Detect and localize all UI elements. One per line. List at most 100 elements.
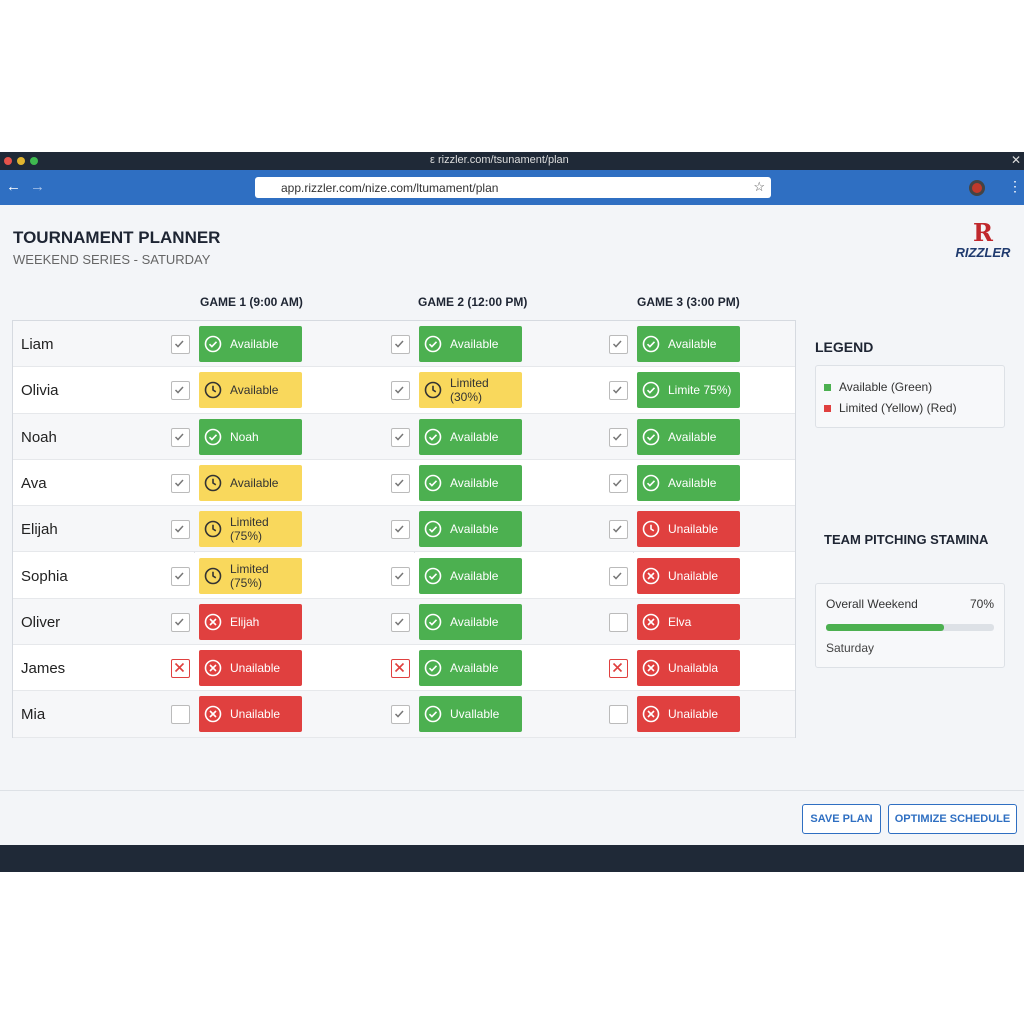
status-badge: Unailabla xyxy=(637,650,740,687)
status-badge: Available xyxy=(419,418,522,455)
status-badge: Available xyxy=(419,326,522,362)
checkbox[interactable] xyxy=(391,335,410,354)
checkbox[interactable] xyxy=(609,473,628,493)
status-label: Noah xyxy=(230,429,259,444)
checkbox[interactable] xyxy=(609,659,628,679)
status-label: Available xyxy=(230,337,279,351)
forward[interactable]: → xyxy=(30,178,45,195)
checkbox[interactable] xyxy=(171,427,190,447)
status-label: Available xyxy=(668,429,717,444)
checkbox[interactable] xyxy=(171,335,190,354)
status-badge: Limite 75%) xyxy=(637,372,740,409)
status-badge: Available xyxy=(637,326,740,362)
stamina-title: TEAM PITCHING STAMINA xyxy=(824,532,989,547)
profile[interactable] xyxy=(969,180,985,196)
back[interactable]: ← xyxy=(6,178,21,195)
player-name: Sophia xyxy=(21,567,68,585)
status-badge: Unailable xyxy=(199,696,302,733)
status-label: Available xyxy=(668,337,717,351)
status-badge: Available xyxy=(637,418,740,455)
status-badge: Uvallable xyxy=(419,696,522,733)
legend-item: Available (Green) xyxy=(824,380,932,394)
stamina-card: Overall Weekend 70% Saturday xyxy=(815,583,1005,668)
checkbox[interactable] xyxy=(391,659,410,679)
status-badge: Unailable xyxy=(637,696,740,733)
legend-swatch xyxy=(824,404,831,412)
checkbox[interactable] xyxy=(391,612,410,632)
status-badge: Limited (75%) xyxy=(199,511,302,548)
table-row: Olivia Available Limited (30%) Limite 75%) xyxy=(13,367,795,414)
checkbox[interactable] xyxy=(391,520,410,540)
table-row: James Unailable Available Unailabla xyxy=(13,645,795,692)
close[interactable]: ✕ xyxy=(1011,153,1022,167)
table-row: Sophia Limited (75%) Available Unailable xyxy=(13,552,795,599)
save-button[interactable]: SAVE PLAN xyxy=(802,804,881,834)
table-row: Mia Unailable Uvallable Unailable xyxy=(13,691,795,738)
status-label: Available xyxy=(450,614,499,629)
status-badge: Available xyxy=(419,511,522,548)
checkbox[interactable] xyxy=(391,473,410,493)
status-label: Limited (30%) xyxy=(450,376,489,405)
table-row: Liam Available Available Available xyxy=(13,321,795,368)
status-label: Available xyxy=(668,475,717,490)
browser-titlebar: ε rizzler.com/tsunament/plan ✕ xyxy=(0,152,1024,170)
checkbox[interactable] xyxy=(609,612,628,632)
status-badge: Elijah xyxy=(199,603,302,640)
checkbox[interactable] xyxy=(609,381,628,401)
checkbox[interactable] xyxy=(609,705,628,725)
status-label: Unailable xyxy=(668,707,719,722)
status-label: Unailabla xyxy=(668,661,719,676)
checkbox[interactable] xyxy=(171,659,190,679)
status-label: Uvallable xyxy=(450,707,500,722)
browser-toolbar: ← → app.rizzler.com/nize.com/ltumament/p… xyxy=(0,170,1024,205)
status-label: Unailable xyxy=(230,661,281,676)
checkbox[interactable] xyxy=(609,520,628,540)
checkbox[interactable] xyxy=(171,473,190,493)
column-header: GAME 1 (9:00 AM) xyxy=(200,295,303,309)
player-name: Elijah xyxy=(21,521,58,539)
checkbox[interactable] xyxy=(171,381,190,401)
checkbox[interactable] xyxy=(171,705,190,725)
checkbox[interactable] xyxy=(391,705,410,725)
checkbox[interactable] xyxy=(609,427,628,447)
status-badge: Unailable xyxy=(637,511,740,548)
status-badge: Available xyxy=(419,557,522,594)
status-label: Available xyxy=(450,337,499,351)
checkbox[interactable] xyxy=(609,335,628,354)
address-bar[interactable]: app.rizzler.com/nize.com/ltumament/plan … xyxy=(255,177,771,198)
player-name: Liam xyxy=(21,336,54,353)
player-name: Noah xyxy=(21,428,57,446)
checkbox[interactable] xyxy=(171,520,190,540)
app: TOURNAMENT PLANNER WEEKEND SERIES - SATU… xyxy=(0,205,1024,845)
status-badge: Available xyxy=(199,372,302,409)
checkbox[interactable] xyxy=(391,427,410,447)
status-label: Elva xyxy=(668,614,692,629)
status-label: Limite 75%) xyxy=(668,383,732,398)
checkbox[interactable] xyxy=(391,566,410,586)
table-row: Ava Available Available Available xyxy=(13,459,795,507)
status-badge: Limited (30%) xyxy=(419,372,522,409)
checkbox[interactable] xyxy=(609,566,628,586)
legend-item: Limited (Yellow) (Red) xyxy=(824,401,957,415)
status-label: Available xyxy=(230,475,279,490)
status-badge: Available xyxy=(199,464,302,501)
legend-label: Available (Green) xyxy=(839,380,933,394)
status-label: Available xyxy=(450,568,499,583)
stamina-label: Overall Weekend xyxy=(826,597,918,611)
player-name: Ava xyxy=(21,474,47,492)
progress-track xyxy=(826,624,994,631)
table: Liam Available Available Available Olivia Ava… xyxy=(12,320,796,738)
optimize-button[interactable]: OPTIMIZE SCHEDULE xyxy=(888,804,1017,834)
status-badge: Available xyxy=(419,650,522,687)
checkbox[interactable] xyxy=(171,612,190,632)
column-header: GAME 2 (12:00 PM) xyxy=(418,295,528,309)
status-badge: Unailable xyxy=(199,650,302,687)
stamina-percent: 70% xyxy=(969,597,994,611)
status-label: Available xyxy=(450,475,499,490)
checkbox[interactable] xyxy=(391,381,410,401)
status-label: Available xyxy=(230,383,279,398)
logo-letter: R xyxy=(973,218,993,247)
menu[interactable]: ⋮ xyxy=(1008,178,1022,194)
checkbox[interactable] xyxy=(171,566,190,586)
